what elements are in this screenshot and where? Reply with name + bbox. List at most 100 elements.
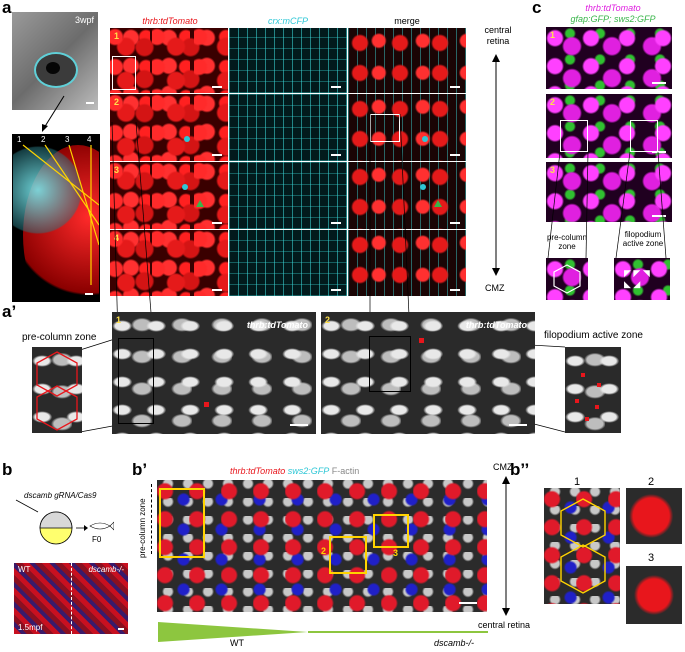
- red-dot: [581, 373, 585, 377]
- cyan-dot: [182, 184, 188, 190]
- filopodium-active-zone-label: filopodium active zone: [544, 330, 643, 341]
- cyan-dot: [420, 184, 426, 190]
- a-row2-thrb: 2: [110, 94, 228, 161]
- legend-factin: F-actin: [331, 466, 360, 476]
- panel-b2-label: b’: [132, 460, 148, 479]
- img-num: 2: [325, 315, 331, 325]
- a-row4-thrb: 4: [110, 230, 228, 296]
- red-marker: [204, 402, 209, 407]
- box-num-3: 3: [393, 548, 399, 558]
- wt-label: WT: [18, 565, 31, 574]
- sampling-lines: [22, 144, 99, 285]
- scale-bar: [118, 628, 124, 630]
- a-row3-thrb: 3: [110, 162, 228, 229]
- scale-bar: [652, 215, 666, 217]
- red-marker: [419, 338, 424, 343]
- c-filopodium-label: filopodium active zone: [622, 230, 664, 248]
- b3-image-2: [626, 488, 682, 544]
- scale-bar: [450, 86, 460, 88]
- a-row2-merge: [348, 94, 466, 161]
- b2-legend: thrb:tdTomato sws2:GFP F-actin: [230, 466, 359, 476]
- row-num: 2: [114, 97, 120, 107]
- line-num-1: 1: [17, 135, 22, 144]
- b3-image-3: [626, 566, 682, 624]
- red-dot: [575, 399, 579, 403]
- scale-bar: [331, 222, 341, 224]
- scale-bar: [652, 151, 666, 153]
- a2-image-2: 2 thrb:tdTomato: [321, 312, 535, 434]
- c-panel-3: 3: [546, 162, 672, 222]
- scale-bar: [290, 424, 308, 426]
- row-num: 3: [114, 165, 120, 175]
- fish-pupil: [46, 62, 60, 74]
- image-label: thrb:tdTomato: [246, 320, 308, 330]
- c-pre-column-zone-label: pre-column zone: [546, 233, 587, 251]
- line-num-3: 3: [65, 135, 70, 144]
- scale-bar: [86, 102, 94, 104]
- arrowhead-markers: ◤ ◤ ◥ ◣ ◢: [624, 268, 650, 289]
- b2-cmz-label: CMZ: [493, 462, 513, 472]
- b2-central-retina-label: central retina: [478, 620, 531, 630]
- row-num: 1: [114, 31, 120, 41]
- scale-bar: [85, 293, 93, 295]
- zoom-box: [112, 56, 136, 90]
- img-num: 1: [116, 315, 122, 325]
- red-dot: [597, 383, 601, 387]
- col-header-merge: merge: [394, 16, 420, 26]
- mutant-label: dscamb-/-: [88, 565, 124, 574]
- scale-bar: [331, 154, 341, 156]
- wedge-wt-label: WT: [230, 638, 244, 648]
- box-pre-column: [159, 488, 205, 558]
- legend-sws2: sws2:GFP: [287, 466, 330, 476]
- panel-b-label: b: [2, 460, 13, 479]
- box-2: [329, 536, 367, 574]
- b3-num-3: 3: [648, 552, 655, 564]
- b2-main-image: 2 3: [157, 480, 487, 612]
- scale-bar: [450, 289, 460, 291]
- age-label: 1.5mpf: [18, 623, 43, 632]
- c-panel-1: 1: [546, 27, 672, 89]
- scale-bar: [212, 154, 222, 156]
- c-title-line2: gfap:GFP; sws2:GFP: [570, 14, 656, 24]
- panel-a2-label: a’: [2, 302, 17, 321]
- zoom-box: [369, 336, 411, 392]
- c-zoom-pre-column: [546, 258, 588, 300]
- line-num-2: 2: [41, 135, 46, 144]
- box-num-2: 2: [321, 546, 327, 556]
- scale-bar: [450, 154, 460, 156]
- fish-eye: [34, 52, 78, 88]
- c-title-line1: thrb:tdTomato: [585, 3, 641, 13]
- b-retina-image: WT dscamb-/- 1.5mpf: [14, 563, 128, 634]
- scale-bar: [212, 289, 222, 291]
- panel-c-label: c: [532, 0, 542, 17]
- a-row1-thrb: 1: [110, 28, 228, 93]
- b3-num-1: 1: [574, 476, 581, 488]
- a-row1-merge: [348, 28, 466, 93]
- scale-bar: [450, 222, 460, 224]
- c-panel-2: 2: [546, 94, 672, 158]
- pre-column-zone-label: pre-column zone: [22, 332, 97, 343]
- image-label: thrb:tdTomato: [465, 320, 527, 330]
- zoom-box-left: [560, 120, 588, 152]
- legend-thrb: thrb:tdTomato: [230, 466, 286, 476]
- hexagon-pair: [560, 498, 606, 594]
- pre-column-dashed-bracket: [151, 484, 152, 554]
- wedge-mutant-label: dscamb-/-: [434, 638, 475, 648]
- scale-bar: [212, 222, 222, 224]
- wt-to-mutant-wedge: [158, 622, 488, 642]
- panel-b3-label: b’’: [510, 460, 530, 479]
- col-header-thrb: thrb:tdTomato: [142, 16, 198, 26]
- row-num: 3: [550, 165, 556, 175]
- panel-a-label: a: [2, 0, 12, 17]
- a2-zoom-filopodium: [565, 347, 621, 433]
- scale-bar: [509, 424, 527, 426]
- hexagon-pair: [36, 351, 78, 431]
- green-marker: [434, 200, 442, 207]
- divider-line: [71, 563, 72, 634]
- a2-zoom-pre-column: [32, 347, 82, 433]
- row-num: 1: [550, 30, 556, 40]
- green-marker: [196, 200, 204, 207]
- zoom-arrow: [42, 95, 65, 132]
- box-3: [373, 514, 409, 548]
